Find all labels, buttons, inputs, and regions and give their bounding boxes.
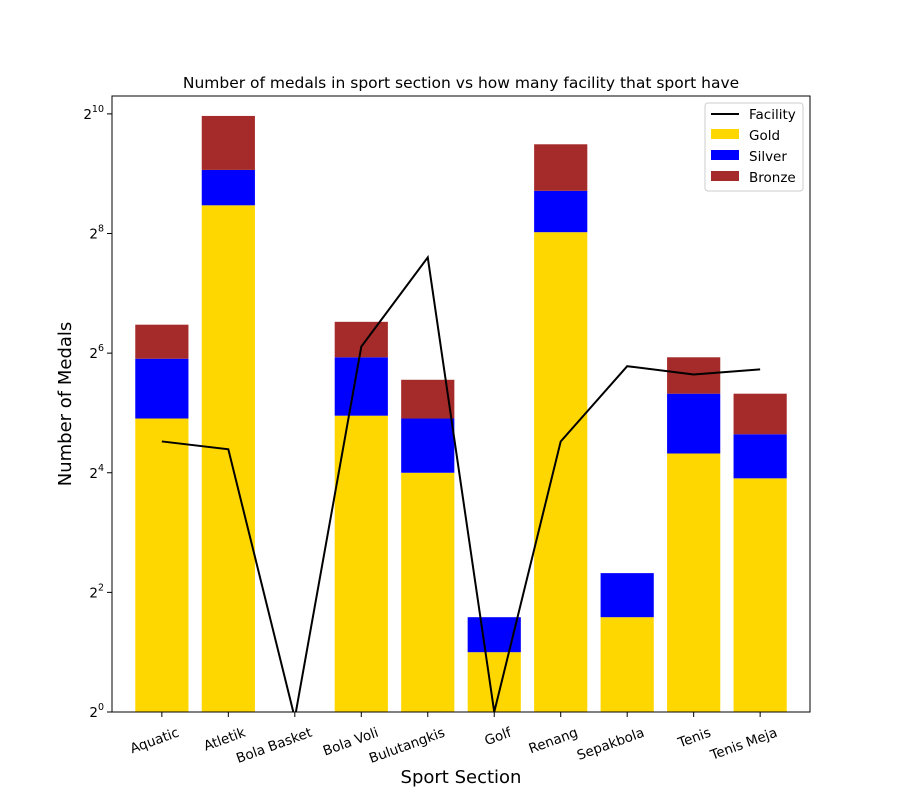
legend-box — [704, 102, 804, 192]
y-tick-label: 24 — [89, 463, 104, 482]
bar-silver-tenis — [667, 393, 721, 454]
legend: Facility Gold Silver Bronze — [704, 102, 804, 192]
y-tick-label: 28 — [89, 224, 104, 243]
bar-silver-golf — [467, 617, 521, 653]
facility-line-layer — [161, 254, 761, 712]
bar-silver-renang — [534, 190, 588, 233]
bar-gold-aquatic — [135, 418, 189, 712]
legend-label-bronze: Bronze — [749, 170, 796, 186]
x-tick-label: Tenis Meja — [707, 725, 779, 764]
x-tick-label: Golf — [483, 724, 515, 749]
bar-bronze-renang — [534, 144, 588, 191]
facility-line — [161, 254, 761, 712]
bar-bronze-tenis — [667, 357, 721, 394]
bar-gold-renang — [534, 232, 588, 712]
bar-gold-tenis — [667, 453, 721, 712]
legend-label-silver: Silver — [749, 149, 787, 165]
x-tick-label: Bulutangkis — [367, 725, 447, 767]
bar-silver-aquatic — [135, 358, 189, 419]
legend-swatch-bronze — [711, 171, 739, 181]
bar-silver-sepakbola — [600, 573, 654, 618]
y-tick-label: 26 — [89, 343, 104, 362]
x-axis-label: Sport Section — [401, 767, 522, 788]
bars-layer — [135, 115, 787, 712]
bar-silver-bulutangkis — [401, 418, 455, 473]
bar-gold-atletik — [201, 205, 255, 712]
legend-label-gold: Gold — [749, 128, 780, 144]
bar-gold-sepakbola — [600, 617, 654, 712]
x-tick-label: Renang — [527, 725, 580, 757]
y-tick-label: 210 — [83, 104, 104, 123]
legend-swatch-gold — [711, 129, 739, 139]
legend-swatch-silver — [711, 150, 739, 160]
bar-gold-tenis-meja — [733, 478, 787, 712]
y-tick-label: 22 — [89, 582, 104, 601]
bar-bronze-bulutangkis — [401, 379, 455, 419]
y-tick-label: 20 — [89, 702, 104, 721]
x-tick-label: Tenis — [675, 725, 713, 752]
bar-bronze-tenis-meja — [733, 393, 787, 435]
bar-silver-atletik — [201, 169, 255, 206]
bar-gold-bulutangkis — [401, 472, 455, 712]
bar-silver-tenis-meja — [733, 434, 787, 479]
bar-gold-bola-voli — [334, 415, 388, 712]
x-tick-label: Aquatic — [128, 725, 181, 757]
bar-bronze-aquatic — [135, 324, 189, 359]
x-tick-label: Bola Basket — [234, 725, 314, 767]
plot-frame — [111, 95, 811, 713]
legend-label-facility: Facility — [749, 107, 796, 123]
x-tick-label: Sepakbola — [575, 725, 647, 764]
bar-silver-bola-voli — [334, 357, 388, 416]
chart-title: Number of medals in sport section vs how… — [183, 74, 739, 92]
bar-gold-golf — [467, 652, 521, 712]
bar-bronze-atletik — [201, 115, 255, 170]
y-axis-label: Number of Medals — [55, 322, 76, 487]
y-ticks: 20 22 24 26 28 210 — [83, 104, 112, 721]
